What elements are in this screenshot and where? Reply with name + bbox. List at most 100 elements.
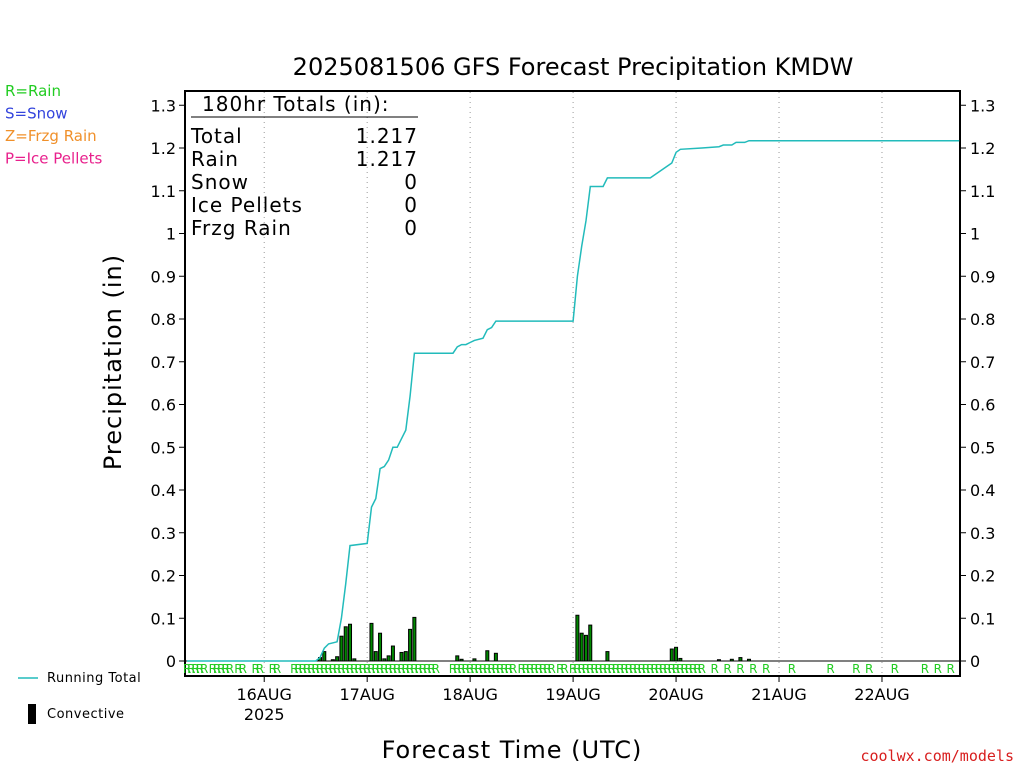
convective-bar xyxy=(605,651,610,662)
precip-type-marker: R xyxy=(359,662,367,676)
precip-type-marker: R xyxy=(187,662,195,676)
precip-type-marker: R xyxy=(556,662,564,676)
convective-bar xyxy=(738,657,743,662)
precip-type-marker: R xyxy=(612,662,620,676)
precip-type-marker: R xyxy=(891,662,899,676)
convective-bar xyxy=(386,655,391,662)
totals-row-value: 0 xyxy=(404,170,418,194)
precip-type-marker: R xyxy=(522,662,530,676)
precip-type-marker: R xyxy=(650,662,658,676)
precip-type-marker: R xyxy=(217,662,225,676)
totals-row-label: Total xyxy=(190,124,243,148)
totals-row-label: Ice Pellets xyxy=(191,193,303,217)
y-tick-label-right: 0.1 xyxy=(970,609,995,628)
precip-type-marker: R xyxy=(852,662,860,676)
convective-bars xyxy=(317,614,751,662)
precip-type-legend-item: Z=Frzg Rain xyxy=(5,127,97,145)
x-tick-label: 16AUG xyxy=(237,685,292,704)
precip-type-marker: R xyxy=(685,662,693,676)
convective-bar xyxy=(579,632,584,662)
y-tick-label-right: 1 xyxy=(970,225,980,244)
precip-type-marker: R xyxy=(535,662,543,676)
y-tick-label-right: 0.2 xyxy=(970,567,995,586)
y-tick-label-right: 0.3 xyxy=(970,524,995,543)
running-total-line xyxy=(187,139,960,662)
convective-bar xyxy=(352,658,357,662)
precip-type-marker: R xyxy=(693,662,701,676)
y-tick-label: 0.9 xyxy=(151,267,176,286)
totals-box: 180hr Totals (in): Total 1.217 Rain 1.217 Sn… xyxy=(190,92,418,240)
precip-type-marker: R xyxy=(453,662,461,676)
credit-text: coolwx.com/models xyxy=(860,747,1014,765)
y-tick-label-right: 0.9 xyxy=(970,267,995,286)
precip-type-marker: R xyxy=(393,662,401,676)
running-total-series xyxy=(187,139,960,662)
y-tick-label-right: 0.6 xyxy=(970,396,995,415)
precip-type-marker: R xyxy=(457,662,465,676)
precip-type-marker: R xyxy=(530,662,538,676)
precip-type-marker: R xyxy=(788,662,796,676)
precip-type-marker: R xyxy=(432,662,440,676)
y-tick-label: 0.8 xyxy=(151,310,176,329)
precip-type-marker: R xyxy=(573,662,581,676)
precip-type-marker: R xyxy=(183,662,191,676)
precip-type-marker: R xyxy=(526,662,534,676)
precip-type-legend: R=Rain S=Snow Z=Frzg Rain P=Ice Pellets xyxy=(5,82,102,168)
y-tick-label-right: 0.8 xyxy=(970,310,995,329)
y-tick-label: 0 xyxy=(166,652,176,671)
precip-type-marker: R xyxy=(290,662,298,676)
series-legend-label: Convective xyxy=(47,707,125,722)
precip-type-marker: R xyxy=(239,662,247,676)
convective-bar xyxy=(493,652,498,662)
precip-type-marker: R xyxy=(560,662,568,676)
precip-type-marker: R xyxy=(324,662,332,676)
x-tick-label: 22AUG xyxy=(854,685,909,704)
precip-type-marker: R xyxy=(337,662,345,676)
precip-type-marker: R xyxy=(629,662,637,676)
chart-title: 2025081506 GFS Forecast Precipitation KM… xyxy=(293,53,854,81)
convective-bar xyxy=(412,616,417,662)
convective-bar xyxy=(716,659,721,662)
precip-type-marker: R xyxy=(676,662,684,676)
precip-type-marker: R xyxy=(723,662,731,676)
precip-type-marker: R xyxy=(209,662,217,676)
y-tick-label-right: 0.4 xyxy=(970,481,995,500)
totals-row-value: 0 xyxy=(404,216,418,240)
precip-type-marker: R xyxy=(346,662,354,676)
precip-type-marker: R xyxy=(269,662,277,676)
convective-bar xyxy=(348,623,353,662)
precip-type-marker: R xyxy=(547,662,555,676)
precip-type-marker: R xyxy=(608,662,616,676)
precip-type-marker: R xyxy=(595,662,603,676)
precip-type-marker: R xyxy=(423,662,431,676)
precip-type-marker: R xyxy=(689,662,697,676)
y-tick-label-right: 1.3 xyxy=(970,96,995,115)
convective-bar xyxy=(583,634,588,662)
precip-type-marker: R xyxy=(213,662,221,676)
precip-type-marker: R xyxy=(483,662,491,676)
convective-bar xyxy=(408,628,413,662)
convective-bar xyxy=(322,651,327,662)
precip-type-marker: R xyxy=(946,662,954,676)
precip-type-marker: R xyxy=(505,662,513,676)
precip-type-marker: R xyxy=(659,662,667,676)
precip-type-marker: R xyxy=(492,662,500,676)
precip-type-marker: R xyxy=(196,662,204,676)
precip-type-marker: R xyxy=(487,662,495,676)
totals-row-label: Rain xyxy=(191,147,239,171)
precip-type-marker: R xyxy=(226,662,234,676)
precip-type-marker: R xyxy=(762,662,770,676)
precip-type-marker: R xyxy=(462,662,470,676)
convective-bar xyxy=(390,645,395,662)
x-tick-label: 17AUG xyxy=(339,685,394,704)
precip-type-marker: R xyxy=(307,662,315,676)
precip-type-marker: R xyxy=(329,662,337,676)
convective-bar xyxy=(382,658,387,662)
precip-type-marker: R xyxy=(865,662,873,676)
y-tick-label: 1.3 xyxy=(151,96,176,115)
precip-type-marker: R xyxy=(303,662,311,676)
precip-type-marker: R xyxy=(642,662,650,676)
precip-type-marker: R xyxy=(299,662,307,676)
